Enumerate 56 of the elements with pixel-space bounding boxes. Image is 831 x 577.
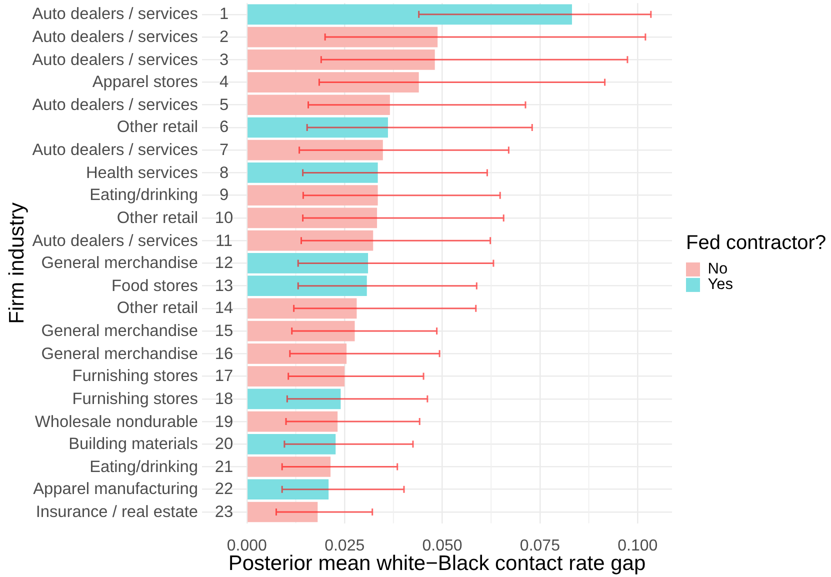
bar bbox=[248, 72, 419, 92]
bar bbox=[248, 208, 378, 228]
y-tick-label: Wholesale nondurable 19 bbox=[34, 412, 234, 431]
legend-title: Fed contractor? bbox=[686, 232, 826, 254]
y-axis-title: Firm industry bbox=[5, 202, 28, 324]
category-label: Auto dealers / services 2 bbox=[32, 28, 229, 46]
bar bbox=[248, 502, 318, 522]
bar bbox=[248, 140, 383, 160]
bar bbox=[248, 276, 367, 296]
bar bbox=[248, 4, 572, 25]
legend-label: No bbox=[708, 260, 728, 278]
category-label: Apparel stores 4 bbox=[92, 73, 229, 92]
bar bbox=[248, 26, 438, 48]
y-tick-label: Food stores 13 bbox=[111, 276, 234, 295]
category-label: Health services 8 bbox=[86, 164, 229, 182]
bar bbox=[248, 298, 357, 319]
category-label: Auto dealers / services 5 bbox=[32, 96, 229, 114]
bar bbox=[248, 94, 390, 116]
category-label: Other retail 6 bbox=[116, 118, 229, 136]
bar bbox=[248, 49, 435, 70]
category-label: Auto dealers / services 7 bbox=[32, 141, 229, 160]
bar bbox=[248, 456, 331, 477]
bar bbox=[248, 388, 341, 410]
y-tick-label: Eating/drinking 21 bbox=[90, 458, 234, 476]
y-tick-label: Furnishing stores 18 bbox=[72, 390, 234, 408]
bar bbox=[248, 185, 378, 206]
x-tick-label: 0.100 bbox=[618, 537, 658, 554]
bar bbox=[248, 253, 368, 274]
y-tick-label: Other retail 10 bbox=[116, 208, 234, 227]
bar bbox=[248, 230, 374, 251]
x-axis-title: Posterior mean white−Black contact rate gap bbox=[228, 552, 646, 576]
x-tick-label: 0.050 bbox=[422, 537, 462, 554]
category-label: Auto dealers / services 1 bbox=[32, 5, 229, 24]
bar bbox=[248, 162, 378, 183]
bar bbox=[248, 117, 388, 138]
bar bbox=[248, 411, 338, 432]
y-tick-label: Insurance / real estate 23 bbox=[36, 502, 234, 521]
x-tick-label: 0.075 bbox=[520, 537, 560, 554]
bar bbox=[248, 343, 347, 364]
y-tick-label: Other retail 14 bbox=[116, 299, 234, 318]
y-tick-label: Apparel manufacturing 22 bbox=[33, 480, 234, 498]
bar bbox=[248, 320, 355, 342]
x-tick-label: 0.000 bbox=[226, 537, 268, 554]
y-tick-label: General merchandise 12 bbox=[41, 254, 234, 272]
y-tick-label: Furnishing stores 17 bbox=[72, 367, 234, 386]
y-tick-label: Auto dealers / services 11 bbox=[32, 232, 232, 250]
y-tick-label: General merchandise 15 bbox=[41, 322, 234, 340]
category-label: Auto dealers / services 3 bbox=[32, 50, 229, 69]
bar bbox=[248, 366, 345, 386]
x-tick-label: 0.025 bbox=[324, 537, 365, 554]
y-tick-label: General merchandise 16 bbox=[41, 344, 234, 363]
bar bbox=[248, 479, 329, 500]
category-label: Eating/drinking 9 bbox=[90, 186, 229, 204]
legend-label: Yes bbox=[708, 276, 734, 294]
bar bbox=[248, 434, 336, 454]
y-tick-label: Building materials 20 bbox=[68, 435, 234, 454]
